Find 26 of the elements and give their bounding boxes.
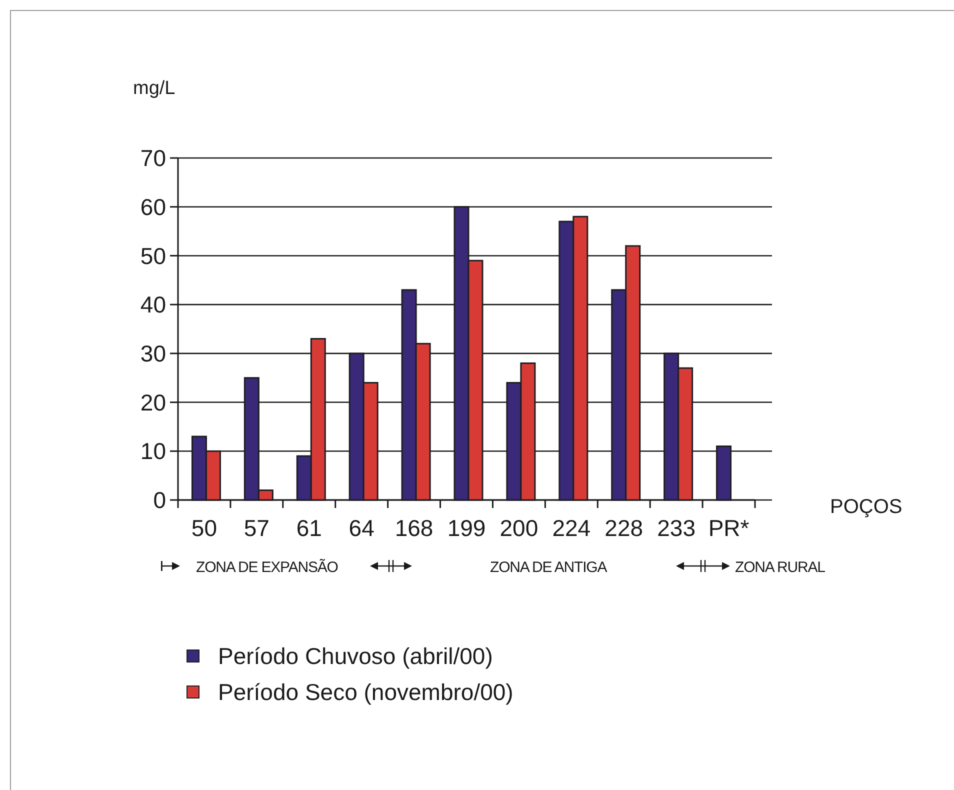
y-tick-label: 20 <box>140 389 166 416</box>
x-tick-label: PR* <box>708 515 750 541</box>
legend-label: Período Chuvoso (abril/00) <box>218 643 493 670</box>
y-tick-label: 0 <box>153 487 166 514</box>
legend-label: Período Seco (novembro/00) <box>218 679 514 706</box>
y-tick-label: 10 <box>140 438 166 464</box>
x-tick-label: 50 <box>191 515 218 541</box>
text: ZONA DE ANTIGA <box>490 559 608 576</box>
x-tick-label: 228 <box>604 515 644 541</box>
y-axis-title: mg/L <box>133 78 176 99</box>
text: ZONA RURAL <box>735 559 826 576</box>
x-tick-label: 61 <box>296 515 322 541</box>
text: ZONA DE EXPANSÃO <box>196 558 338 576</box>
y-tick-label: 30 <box>140 340 166 366</box>
x-tick-label: 200 <box>500 515 538 541</box>
x-tick-label: 168 <box>394 515 434 541</box>
y-tick-label: 70 <box>140 145 166 172</box>
y-tick-label: 40 <box>140 292 166 318</box>
x-tick-label: 57 <box>244 515 270 541</box>
x-tick-label: 224 <box>552 515 591 541</box>
x-tick-label: 233 <box>657 515 696 541</box>
x-axis-title: POÇOS <box>830 496 902 518</box>
x-tick-label: 199 <box>447 515 486 541</box>
y-tick-label: 60 <box>140 194 166 220</box>
y-tick-label: 50 <box>140 242 166 269</box>
x-tick-label: 64 <box>348 515 375 541</box>
